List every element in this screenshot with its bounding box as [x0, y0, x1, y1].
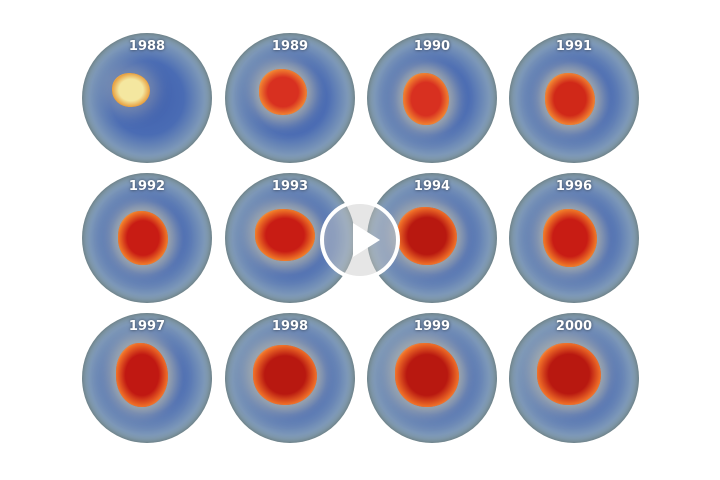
- ozone-hole: [118, 211, 168, 265]
- year-label: 1996: [555, 179, 593, 194]
- play-icon: [353, 223, 380, 257]
- ozone-globe-1990: 1990: [367, 33, 497, 163]
- year-label: 1992: [128, 179, 166, 194]
- year-label: 1994: [413, 179, 451, 194]
- ozone-hole: [255, 209, 315, 261]
- ozone-hole: [259, 69, 307, 115]
- year-label: 1988: [128, 39, 166, 54]
- ozone-hole: [545, 73, 595, 125]
- ozone-hole: [403, 73, 449, 125]
- year-label: 1999: [413, 319, 451, 334]
- ozone-globe-1999: 1999: [367, 313, 497, 443]
- year-label: 1993: [271, 179, 309, 194]
- year-label: 1991: [555, 39, 593, 54]
- ozone-hole: [253, 345, 317, 405]
- play-button[interactable]: [320, 200, 400, 280]
- year-label: 1998: [271, 319, 309, 334]
- year-label: 2000: [555, 319, 593, 334]
- year-label: 1990: [413, 39, 451, 54]
- ozone-hole: [112, 73, 150, 107]
- ozone-globe-1996: 1996: [509, 173, 639, 303]
- ozone-globe-1989: 1989: [225, 33, 355, 163]
- ozone-globe-1991: 1991: [509, 33, 639, 163]
- ozone-hole: [395, 343, 459, 407]
- ozone-globe-1997: 1997: [82, 313, 212, 443]
- ozone-hole: [116, 343, 168, 407]
- ozone-globe-1988: 1988: [82, 33, 212, 163]
- year-label: 1997: [128, 319, 166, 334]
- ozone-hole: [537, 343, 601, 405]
- ozone-hole: [543, 209, 597, 267]
- ozone-globe-2000: 2000: [509, 313, 639, 443]
- ozone-globe-1998: 1998: [225, 313, 355, 443]
- year-label: 1989: [271, 39, 309, 54]
- ozone-globe-1992: 1992: [82, 173, 212, 303]
- ozone-hole: [397, 207, 457, 265]
